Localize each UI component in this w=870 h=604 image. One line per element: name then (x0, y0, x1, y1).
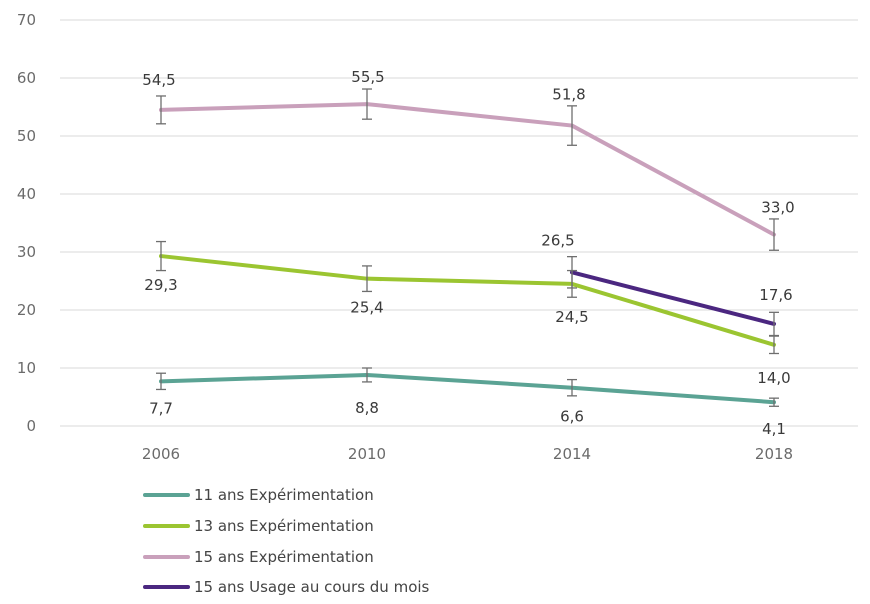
data-labels: 7,7 8,8 6,6 4,1 29,3 25,4 24,5 14,0 54,5 55,5 51,8… (142, 68, 794, 438)
legend-label: 11 ans Expérimentation (194, 486, 374, 504)
series-line (159, 102, 776, 237)
legend-label: 15 ans Expérimentation (194, 548, 374, 566)
x-tick-label: 2018 (755, 445, 793, 463)
error-bar (156, 372, 166, 391)
data-label: 29,3 (144, 276, 177, 294)
y-tick-label: 0 (26, 417, 36, 435)
y-tick-label: 10 (17, 359, 36, 377)
legend-item: 15 ans Expérimentation (143, 548, 374, 566)
y-axis-ticks: 0 10 20 30 40 50 60 70 (17, 11, 36, 435)
error-bar (567, 255, 577, 289)
legend-label: 13 ans Expérimentation (194, 517, 374, 535)
error-bar (769, 397, 779, 407)
data-label: 14,0 (757, 369, 790, 387)
data-label: 33,0 (761, 199, 794, 217)
error-bar (567, 378, 577, 397)
error-bars (156, 88, 779, 407)
series-line (570, 270, 776, 326)
error-bar (567, 105, 577, 146)
data-label: 25,4 (350, 299, 383, 317)
legend-item: 11 ans Expérimentation (143, 486, 374, 504)
data-label: 55,5 (351, 68, 384, 86)
series-line (159, 254, 776, 347)
y-tick-label: 70 (17, 11, 36, 29)
legend-label: 15 ans Usage au cours du mois (194, 578, 430, 596)
x-tick-label: 2006 (142, 445, 180, 463)
series-lines (159, 102, 776, 405)
error-bar (769, 218, 779, 251)
data-label: 17,6 (759, 286, 792, 304)
error-bar (156, 240, 166, 272)
x-tick-label: 2014 (553, 445, 591, 463)
error-bar (362, 88, 372, 120)
data-label: 51,8 (552, 86, 585, 104)
data-label: 4,1 (762, 420, 786, 438)
data-label: 7,7 (149, 399, 173, 417)
y-tick-label: 40 (17, 185, 36, 203)
data-label: 26,5 (541, 231, 574, 249)
error-bar (362, 265, 372, 293)
y-tick-label: 50 (17, 127, 36, 145)
y-tick-label: 60 (17, 69, 36, 87)
series-line (159, 372, 776, 405)
x-tick-label: 2010 (348, 445, 386, 463)
y-tick-label: 20 (17, 301, 36, 319)
data-label: 8,8 (355, 399, 379, 417)
y-tick-label: 30 (17, 243, 36, 261)
data-label: 54,5 (142, 71, 175, 89)
error-bar (769, 311, 779, 337)
error-bar (156, 95, 166, 125)
legend-item: 13 ans Expérimentation (143, 517, 374, 535)
legend: 11 ans Expérimentation 13 ans Expérimenta… (143, 486, 430, 596)
x-axis-ticks: 2006 2010 2014 2018 (142, 445, 793, 463)
data-label: 6,6 (560, 408, 584, 426)
legend-item: 15 ans Usage au cours du mois (143, 578, 430, 596)
error-bar (362, 367, 372, 383)
grid-lines (60, 19, 858, 427)
data-label: 24,5 (555, 308, 588, 326)
